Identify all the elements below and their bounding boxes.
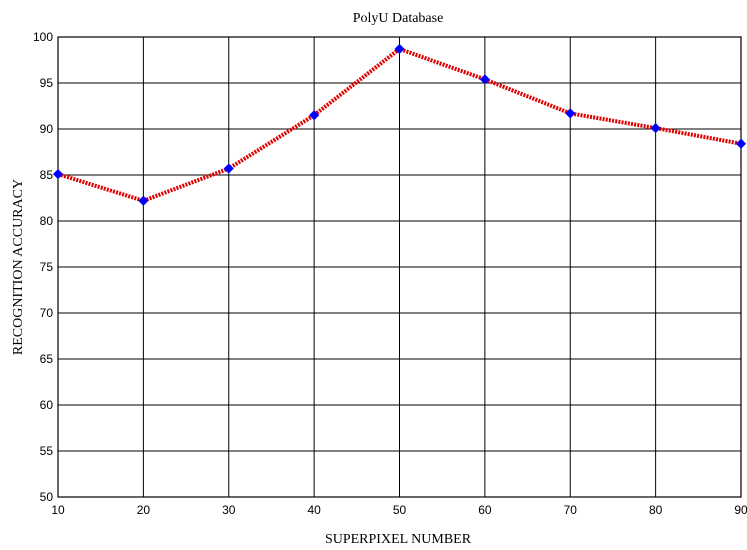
y-tick-label: 55 (40, 444, 54, 458)
x-axis-ticks: 10 20 30 40 50 60 70 80 90 (51, 503, 747, 517)
x-tick-label: 60 (478, 503, 492, 517)
data-point (650, 123, 661, 134)
y-tick-label: 75 (40, 260, 54, 274)
data-point (223, 163, 234, 174)
x-tick-label: 30 (222, 503, 236, 517)
grid (57, 36, 742, 498)
chart-title: PolyU Database (353, 11, 444, 26)
data-point (309, 110, 320, 121)
y-tick-label: 95 (40, 76, 54, 90)
x-tick-label: 10 (51, 503, 65, 517)
y-tick-label: 70 (40, 306, 54, 320)
y-tick-label: 90 (40, 122, 54, 136)
x-tick-label: 40 (307, 503, 321, 517)
data-point (479, 74, 490, 85)
y-tick-label: 50 (40, 490, 54, 504)
data-point (735, 138, 747, 149)
x-tick-label: 50 (393, 503, 407, 517)
y-tick-label: 65 (40, 352, 54, 366)
x-tick-label: 20 (137, 503, 151, 517)
data-point (138, 195, 149, 206)
y-tick-label: 85 (40, 168, 54, 182)
y-tick-label: 100 (33, 30, 53, 44)
data-point (565, 108, 576, 119)
y-axis-ticks: 50 55 60 65 70 75 80 85 90 95 100 (33, 30, 53, 504)
data-point (394, 43, 405, 55)
series-line (57, 46, 742, 203)
x-axis-label: SUPERPIXEL NUMBER (325, 532, 472, 547)
x-tick-label: 80 (649, 503, 663, 517)
series-group (52, 43, 747, 206)
plot-frame (57, 36, 742, 498)
y-tick-label: 60 (40, 398, 54, 412)
x-tick-label: 90 (734, 503, 747, 517)
y-tick-label: 80 (40, 214, 54, 228)
y-axis-label: RECOGNITION ACCURACY (11, 179, 26, 355)
data-point (52, 169, 64, 180)
x-tick-label: 70 (564, 503, 578, 517)
